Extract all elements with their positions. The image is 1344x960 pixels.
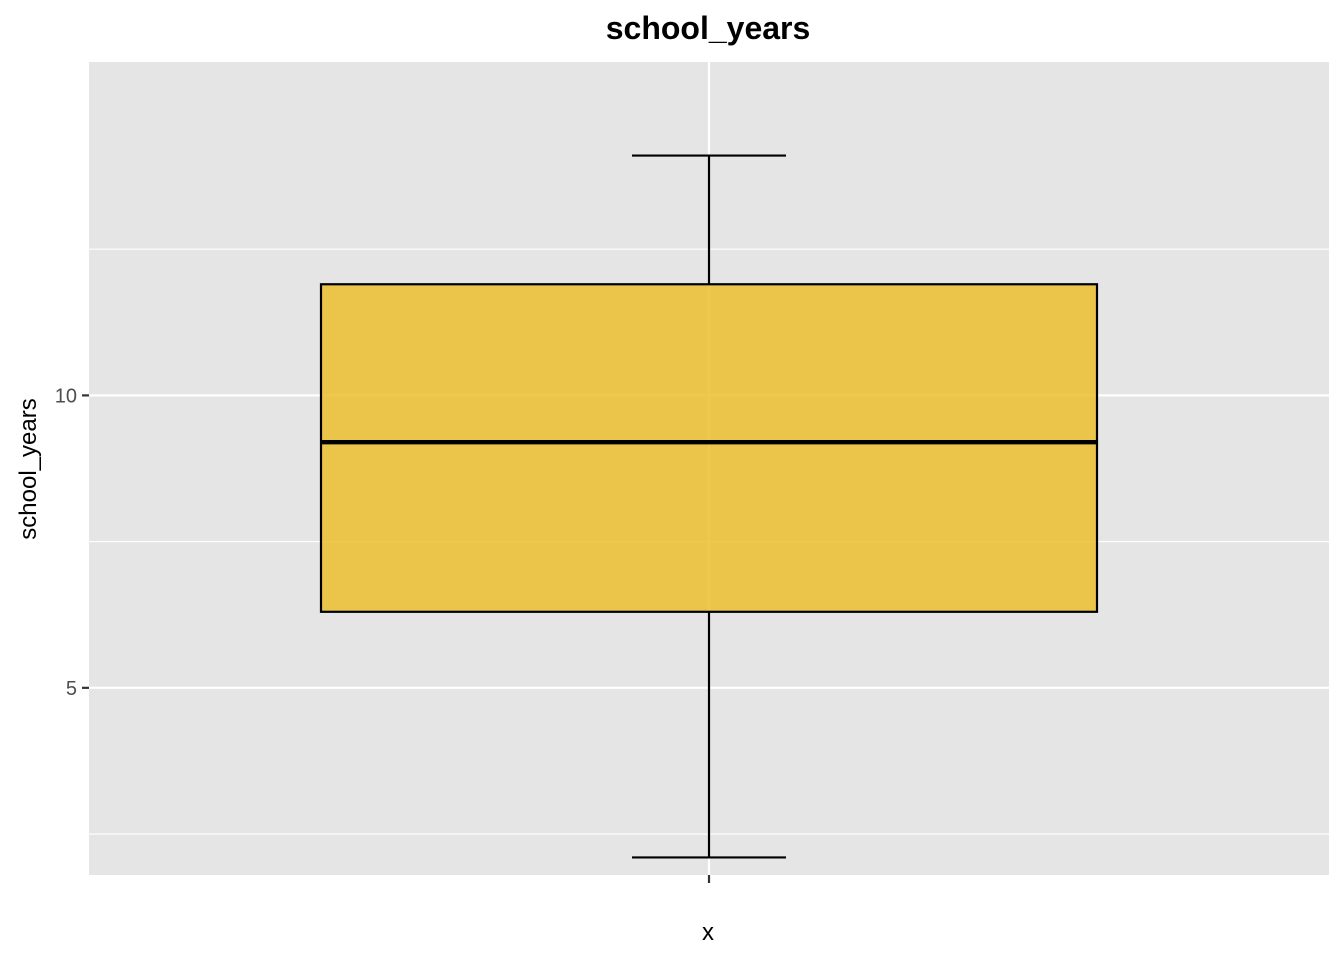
chart-title: school_years bbox=[606, 10, 811, 46]
y-axis-ticks: 5 10 bbox=[55, 385, 89, 700]
y-axis-title: school_years bbox=[15, 398, 42, 539]
interquartile-box bbox=[319, 283, 1099, 613]
x-axis-title: x bbox=[702, 919, 714, 946]
y-tick-label: 5 bbox=[66, 678, 77, 700]
box-and-whiskers bbox=[319, 154, 1099, 859]
y-tick-label: 10 bbox=[55, 385, 77, 407]
